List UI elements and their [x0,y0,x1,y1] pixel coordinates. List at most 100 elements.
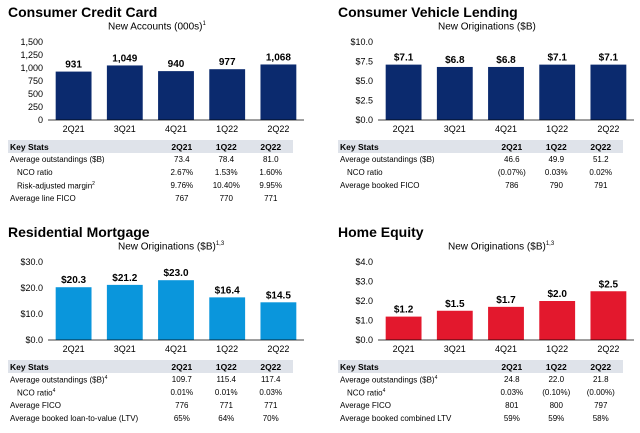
table-row: Average line FICO 767 770 771 [8,192,293,205]
stat-label: NCO ratio [8,166,160,179]
bar [590,65,626,120]
bar-chart: $0.0 $2.5 $5.0 $7.5 $10.0 $7.1 2Q21 $6.8 3Q21 $6.… [338,34,638,138]
stat-value: 59% [534,412,578,425]
stat-value: 21.8 [579,373,624,386]
chart-subtitle: New Originations ($B)1,3 [118,241,224,252]
x-tick-label: 4Q21 [165,124,187,134]
bar-value-label: $7.1 [547,53,567,64]
y-tick-label: $2.0 [355,296,373,306]
table-row: Average booked combined LTV 59% 59% 58% [338,412,623,425]
bar-chart: $0.0 $1.0 $2.0 $3.0 $4.0 $1.2 2Q21 $1.5 3Q21 $1.7… [338,254,638,358]
panel-title: Consumer Credit Card [8,4,157,20]
bar-value-label: $6.8 [496,55,516,66]
stat-value: 1.53% [204,166,248,179]
stat-value: 65% [160,412,204,425]
stat-label: Risk-adjusted margin2 [8,179,160,192]
period-header: 2Q22 [249,360,294,373]
stat-value: (0.10%) [534,386,578,399]
panel-title: Home Equity [338,224,424,240]
x-tick-label: 2Q22 [267,124,289,134]
x-tick-label: 3Q21 [444,124,466,134]
x-tick-label: 4Q21 [495,344,517,354]
bar-value-label: $6.8 [445,55,465,66]
stat-value: 771 [249,192,294,205]
stat-value: 51.2 [579,153,624,166]
panel-home-equity: Home Equity New Originations ($B)1,3 $0.… [338,224,638,433]
x-tick-label: 2Q21 [393,344,415,354]
bar-chart: 0 250 500 750 1,000 1,250 1,500 931 2Q21 1,049 3Q2… [8,34,308,138]
x-tick-label: 3Q21 [114,344,136,354]
y-tick-label: $30.0 [20,257,43,267]
stat-value: 776 [160,399,204,412]
stat-value: 0.01% [204,386,248,399]
stat-value: 109.7 [160,373,204,386]
y-tick-label: 750 [28,76,43,86]
bar-chart: $0.0 $10.0 $20.0 $30.0 $20.3 2Q21 $21.2 3Q21 $23… [8,254,308,358]
stat-value: 2.67% [160,166,204,179]
panel-residential-mortgage: Residential Mortgage New Originations ($… [8,224,308,433]
key-stats-table: Key Stats 2Q21 1Q22 2Q22 Average outstanding… [338,140,623,192]
stat-label: Average booked combined LTV [338,412,490,425]
y-tick-label: $5.0 [355,76,373,86]
bar-value-label: $7.1 [394,53,414,64]
stat-value: 58% [579,412,624,425]
x-tick-label: 2Q21 [63,124,85,134]
stat-value: 46.6 [490,153,534,166]
key-stats-table: Key Stats 2Q21 1Q22 2Q22 Average outstanding… [338,360,623,425]
chart-subtitle: New Originations ($B) [438,21,536,32]
x-tick-label: 1Q22 [546,124,568,134]
bar-value-label: 940 [168,59,185,70]
stat-label: Average outstandings ($B)4 [338,373,490,386]
x-tick-label: 2Q21 [393,124,415,134]
bar-value-label: 931 [65,60,82,71]
y-tick-label: $7.5 [355,57,373,67]
stat-value: 59% [490,412,534,425]
stat-value: 771 [249,399,294,412]
panel-consumer-vehicle-lending: Consumer Vehicle Lending New Origination… [338,4,638,214]
bar [209,69,245,120]
bar [437,67,473,120]
bar-value-label: $1.2 [394,305,414,316]
bar [56,287,92,340]
bar-value-label: 1,049 [112,53,137,64]
bar [107,65,143,120]
key-stats-header-row: Key Stats 2Q21 1Q22 2Q22 [338,360,623,373]
stat-value: 81.0 [249,153,294,166]
bar-value-label: 1,068 [266,52,291,63]
stat-value: 0.02% [579,166,624,179]
stat-value: 9.95% [249,179,294,192]
chart-subtitle: New Accounts (000s)1 [108,21,206,32]
stat-label: NCO ratio [338,166,490,179]
stat-value: 797 [579,399,624,412]
period-header: 1Q22 [534,360,578,373]
stat-value: 0.01% [160,386,204,399]
stat-label: Average outstandings ($B) [338,153,490,166]
bar-value-label: $1.7 [496,295,516,306]
y-tick-label: $0.0 [25,335,43,345]
stat-value: 771 [204,399,248,412]
y-tick-label: $3.0 [355,277,373,287]
bar [158,71,194,120]
stat-value: 801 [490,399,534,412]
table-row: Average booked loan-to-value (LTV) 65% 64%… [8,412,293,425]
table-row: Average outstandings ($B)4 24.8 22.0 21.8 [338,373,623,386]
bar [539,65,575,120]
key-stats-heading: Key Stats [8,140,160,153]
table-row: Risk-adjusted margin2 9.76% 10.40% 9.95% [8,179,293,192]
bar-value-label: $21.2 [112,273,137,284]
x-tick-label: 2Q22 [597,344,619,354]
table-row: NCO ratio4 0.03% (0.10%) (0.00%) [338,386,623,399]
y-tick-label: $2.5 [355,96,373,106]
x-tick-label: 2Q22 [267,344,289,354]
bar [56,72,92,120]
stat-value: 22.0 [534,373,578,386]
stat-value: 115.4 [204,373,248,386]
period-header: 2Q22 [249,140,294,153]
stat-label: Average outstandings ($B)4 [8,373,160,386]
stat-value: 791 [579,179,624,192]
y-tick-label: $0.0 [355,115,373,125]
y-tick-label: $0.0 [355,335,373,345]
y-tick-label: 1,000 [20,63,43,73]
stat-value: 49.9 [534,153,578,166]
x-tick-label: 3Q21 [444,344,466,354]
